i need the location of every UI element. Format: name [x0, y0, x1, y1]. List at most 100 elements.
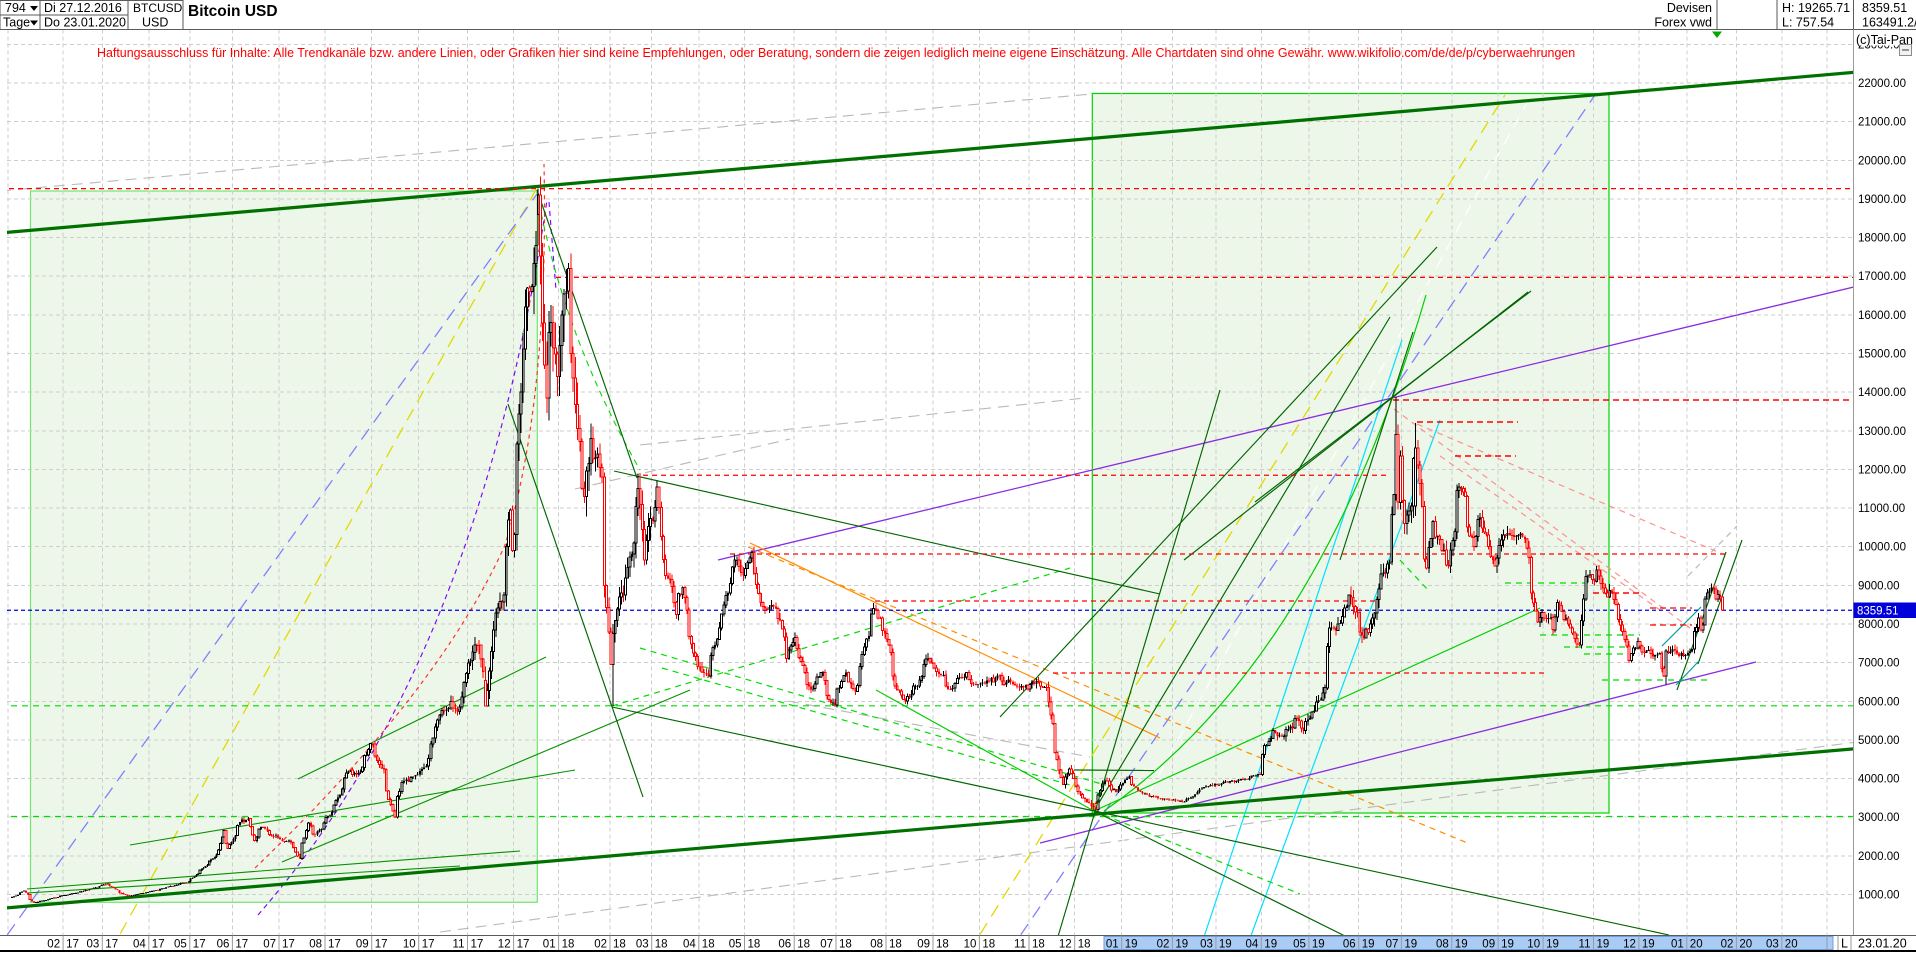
- svg-text:Tage: Tage: [3, 16, 30, 30]
- svg-text:L: 757.54: L: 757.54: [1782, 16, 1834, 30]
- svg-text:11: 11: [453, 939, 465, 951]
- svg-text:6000.00: 6000.00: [1858, 696, 1900, 708]
- svg-text:14000.00: 14000.00: [1858, 387, 1906, 399]
- svg-text:5000.00: 5000.00: [1858, 735, 1900, 747]
- svg-text:06: 06: [1343, 939, 1356, 951]
- svg-text:16000.00: 16000.00: [1858, 310, 1906, 322]
- svg-text:10: 10: [1527, 939, 1540, 951]
- svg-text:08: 08: [309, 939, 322, 951]
- svg-text:07: 07: [263, 939, 276, 951]
- svg-text:18: 18: [748, 939, 761, 951]
- svg-text:06: 06: [778, 939, 791, 951]
- svg-text:09: 09: [917, 939, 930, 951]
- svg-text:20: 20: [1690, 939, 1703, 951]
- svg-text:10: 10: [964, 939, 977, 951]
- svg-text:15000.00: 15000.00: [1858, 349, 1906, 361]
- svg-text:05: 05: [729, 939, 742, 951]
- svg-text:04: 04: [1246, 939, 1259, 951]
- svg-text:18: 18: [613, 939, 626, 951]
- svg-text:11000.00: 11000.00: [1858, 503, 1905, 515]
- svg-text:08: 08: [870, 939, 883, 951]
- svg-text:8359.51: 8359.51: [1857, 606, 1899, 618]
- svg-text:04: 04: [683, 939, 696, 951]
- svg-text:11: 11: [1014, 939, 1026, 951]
- svg-text:18: 18: [655, 939, 668, 951]
- svg-text:17: 17: [471, 939, 484, 951]
- svg-text:20: 20: [1739, 939, 1752, 951]
- svg-text:02: 02: [47, 939, 60, 951]
- svg-text:19: 19: [1404, 939, 1417, 951]
- svg-text:18: 18: [797, 939, 810, 951]
- svg-text:8000.00: 8000.00: [1858, 619, 1900, 631]
- svg-text:17: 17: [235, 939, 248, 951]
- svg-text:18: 18: [839, 939, 852, 951]
- svg-text:03: 03: [87, 939, 100, 951]
- svg-text:17: 17: [375, 939, 388, 951]
- svg-text:12000.00: 12000.00: [1858, 464, 1906, 476]
- svg-text:19: 19: [1546, 939, 1559, 951]
- svg-text:09: 09: [356, 939, 369, 951]
- svg-text:18: 18: [702, 939, 715, 951]
- svg-text:19: 19: [1219, 939, 1232, 951]
- svg-text:4000.00: 4000.00: [1858, 774, 1900, 786]
- svg-text:20000.00: 20000.00: [1858, 155, 1906, 167]
- svg-text:BTCUSD: BTCUSD: [133, 1, 183, 15]
- svg-text:10: 10: [403, 939, 416, 951]
- svg-text:17: 17: [152, 939, 165, 951]
- svg-text:12: 12: [1059, 939, 1072, 951]
- svg-text:20: 20: [1785, 939, 1798, 951]
- svg-text:USD: USD: [142, 16, 168, 30]
- svg-text:02: 02: [1721, 939, 1734, 951]
- svg-text:18: 18: [889, 939, 902, 951]
- svg-text:19: 19: [1362, 939, 1375, 951]
- svg-text:18: 18: [562, 939, 575, 951]
- svg-text:06: 06: [217, 939, 230, 951]
- svg-text:Bitcoin USD: Bitcoin USD: [188, 3, 278, 20]
- svg-text:23.01.20: 23.01.20: [1858, 937, 1907, 951]
- svg-text:19: 19: [1125, 939, 1138, 951]
- svg-text:18: 18: [1032, 939, 1045, 951]
- svg-text:17: 17: [517, 939, 530, 951]
- svg-text:12: 12: [1623, 939, 1636, 951]
- svg-text:02: 02: [594, 939, 607, 951]
- svg-text:Forex vwd: Forex vwd: [1654, 16, 1712, 30]
- svg-text:18: 18: [1078, 939, 1091, 951]
- svg-text:17: 17: [193, 939, 206, 951]
- svg-text:05: 05: [1293, 939, 1306, 951]
- svg-text:05: 05: [174, 939, 187, 951]
- svg-text:19: 19: [1642, 939, 1655, 951]
- svg-text:17: 17: [328, 939, 341, 951]
- svg-text:17: 17: [282, 939, 295, 951]
- svg-text:01: 01: [1106, 939, 1119, 951]
- svg-text:9000.00: 9000.00: [1858, 580, 1900, 592]
- svg-text:8359.51: 8359.51: [1862, 1, 1907, 15]
- svg-text:17: 17: [422, 939, 435, 951]
- svg-text:L: L: [1841, 937, 1848, 951]
- svg-text:19000.00: 19000.00: [1858, 194, 1906, 206]
- svg-text:22000.00: 22000.00: [1858, 78, 1906, 90]
- svg-text:3000.00: 3000.00: [1858, 812, 1900, 824]
- svg-text:2000.00: 2000.00: [1858, 851, 1900, 863]
- svg-text:19: 19: [1312, 939, 1325, 951]
- svg-text:1000.00: 1000.00: [1858, 890, 1900, 902]
- svg-text:21000.00: 21000.00: [1858, 117, 1906, 129]
- svg-text:03: 03: [1200, 939, 1213, 951]
- svg-text:7000.00: 7000.00: [1858, 658, 1900, 670]
- svg-text:07: 07: [820, 939, 833, 951]
- svg-text:03: 03: [636, 939, 649, 951]
- svg-text:19: 19: [1264, 939, 1277, 951]
- svg-text:18: 18: [982, 939, 995, 951]
- svg-text:163491.2/: 163491.2/: [1862, 16, 1916, 30]
- svg-text:09: 09: [1482, 939, 1495, 951]
- svg-text:17: 17: [105, 939, 118, 951]
- svg-text:H: 19265.71: H: 19265.71: [1782, 1, 1850, 15]
- svg-text:01: 01: [543, 939, 556, 951]
- svg-text:01: 01: [1671, 939, 1684, 951]
- svg-text:11: 11: [1579, 939, 1591, 951]
- svg-text:02: 02: [1157, 939, 1170, 951]
- svg-text:19: 19: [1175, 939, 1188, 951]
- svg-text:17: 17: [66, 939, 79, 951]
- svg-text:13000.00: 13000.00: [1858, 426, 1906, 438]
- svg-text:18000.00: 18000.00: [1858, 233, 1906, 245]
- svg-text:19: 19: [1501, 939, 1514, 951]
